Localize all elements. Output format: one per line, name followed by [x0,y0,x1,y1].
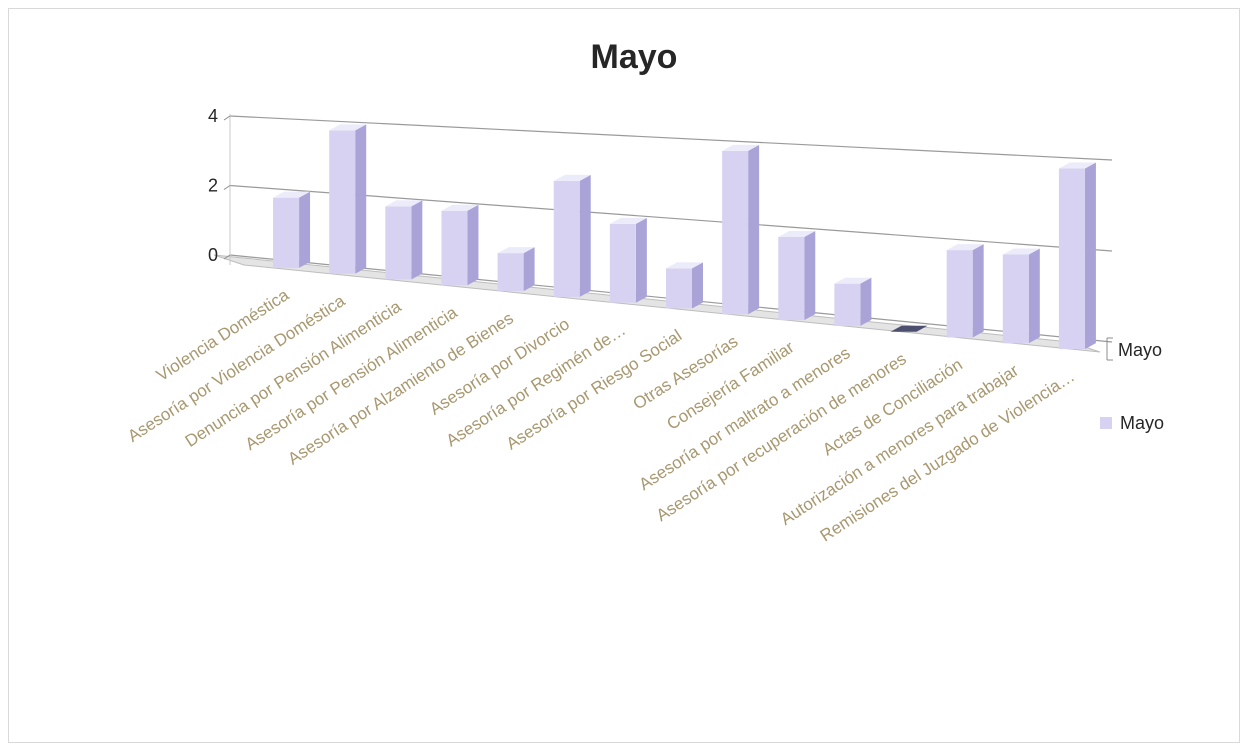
bar-front [834,283,861,326]
series-axis: Mayo [1106,337,1162,361]
bar-top [1058,162,1096,169]
bar-1 [273,191,311,268]
gridline [229,184,1113,252]
y-tick-label: 4 [208,106,218,126]
bar-front [273,197,300,268]
bar-15 [1058,162,1096,350]
bar-front [1002,254,1029,344]
bar-side [748,144,760,315]
series-axis-label: Mayo [1118,340,1162,360]
bar-top [890,325,928,332]
bar-front [666,268,692,309]
bar-front [722,150,749,315]
legend-swatch [1100,417,1112,429]
bar-top [1002,248,1040,255]
bar-side [523,247,535,292]
bar-top [834,277,872,284]
legend-label: Mayo [1120,413,1164,433]
bar-front [441,210,468,286]
y-tick-mark [223,115,231,121]
bar-10 [778,230,816,321]
bars [273,124,1096,350]
bar-14 [1002,248,1040,344]
bar-side [411,200,423,280]
bar-top [497,247,535,254]
x-tick-label: Autorización a menores para trabajar [777,361,1022,529]
bar-side [1028,248,1040,344]
bar-top [329,124,367,131]
bar-top [778,230,816,237]
bar-12 [890,325,928,332]
bar-side [692,262,703,309]
bar-side [1084,162,1096,350]
bar-front [609,223,636,303]
bar-side [355,124,367,274]
bar-front [778,236,805,321]
y-tick-mark [223,185,231,190]
bar-top [385,200,423,207]
bar-top [273,191,311,198]
bar-front [385,206,412,280]
gridline [229,115,1113,161]
bar-9 [722,144,760,315]
bar-front [497,253,524,292]
bar-side [972,244,984,338]
bar-top [722,144,760,151]
bar-front [329,130,356,274]
bar-3 [385,200,423,280]
bar-top [553,174,591,181]
bar-11 [834,277,872,326]
bar-top [946,244,984,251]
bar-6 [553,174,591,297]
y-tick-mark [223,254,231,260]
bar-2 [329,124,367,274]
bar-side [299,191,311,268]
y-tick-label: 2 [208,176,218,196]
bar-top [666,262,703,269]
bar-7 [609,217,647,303]
bar-8 [666,262,703,309]
y-axis: 0 2 4 [208,106,231,265]
bar-front [946,250,973,338]
bar-front [1058,168,1085,350]
bar-side [860,277,872,326]
bar-4 [441,204,479,286]
legend: Mayo [1100,413,1164,433]
chart-frame [8,8,1240,743]
bar-top [609,217,647,224]
bar-side [804,230,816,321]
bar-side [635,217,647,303]
bar-13 [946,244,984,338]
chart-title: Mayo [591,38,678,76]
y-tick-label: 0 [208,245,218,265]
bar-front [553,180,580,297]
bar-top [441,204,479,211]
bar-5 [497,247,535,292]
bar-side [579,174,591,297]
bar-side [467,204,479,286]
